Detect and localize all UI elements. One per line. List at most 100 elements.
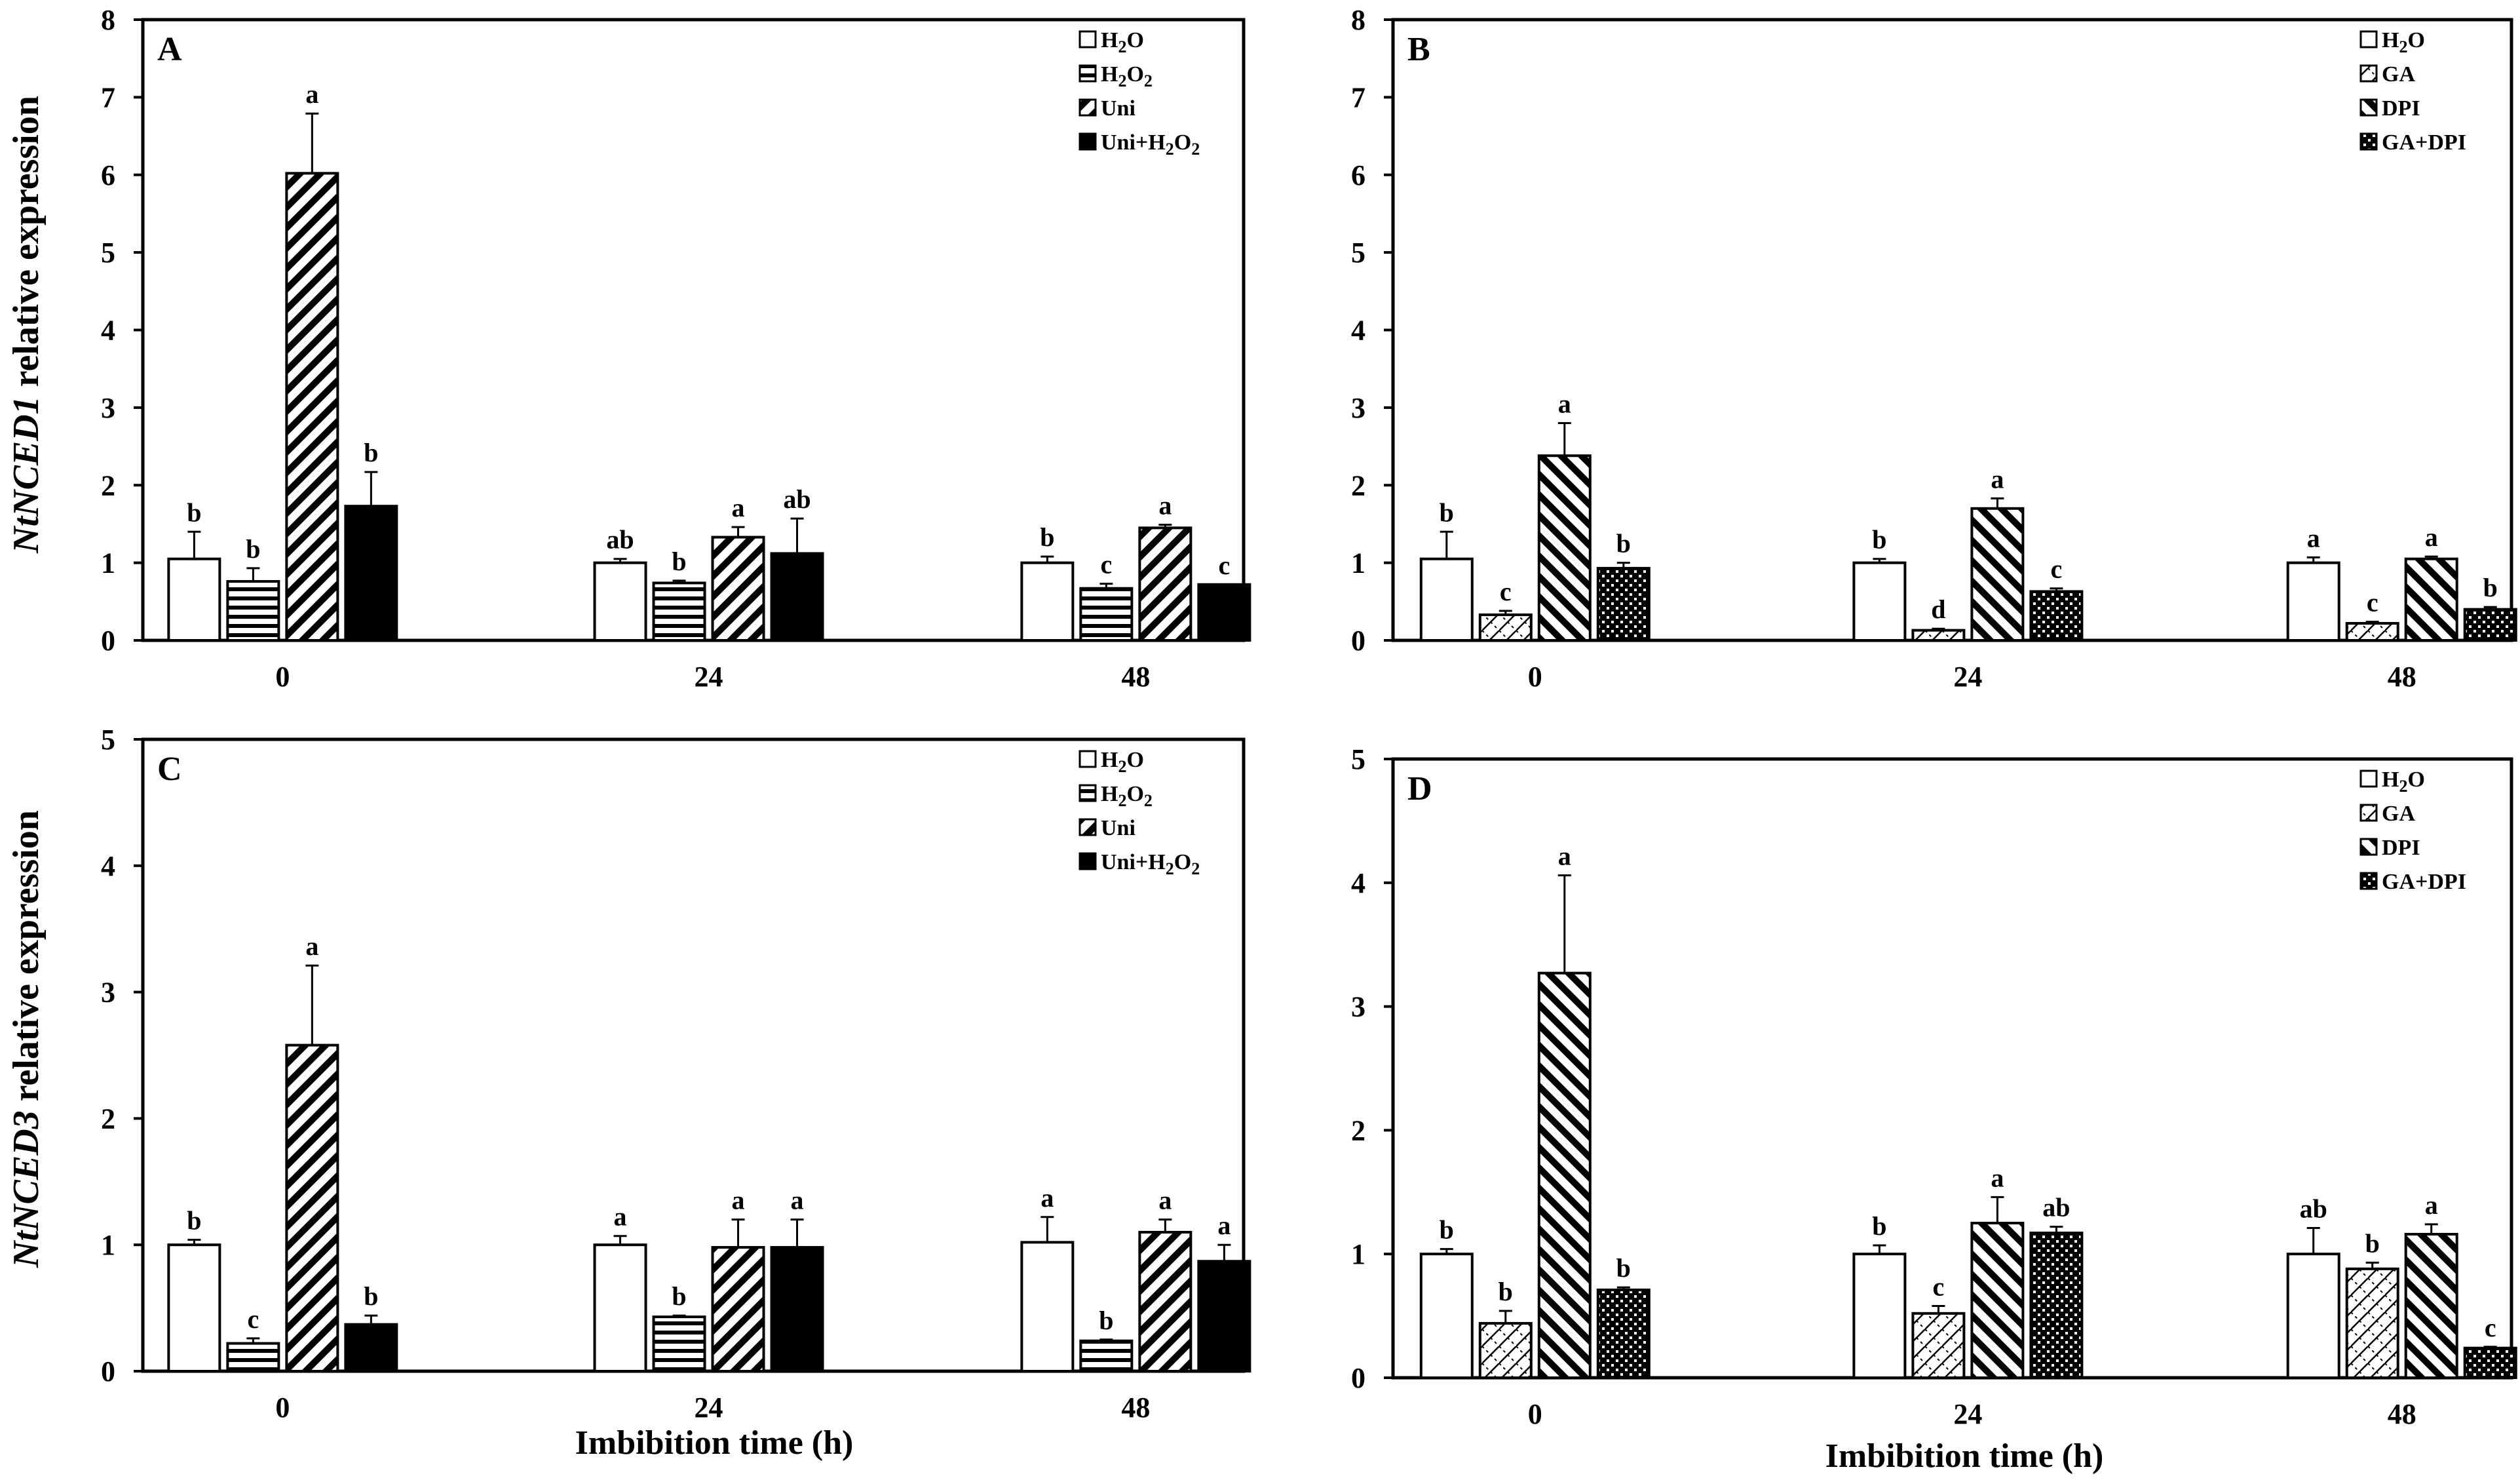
bar [1596,1288,1651,1380]
bar [1852,561,1907,642]
legend-swatch [1079,784,1097,802]
significance-letter: c [2051,555,2063,584]
legend-label-subscript: 2 [1118,791,1126,810]
bar [1138,1230,1193,1373]
legend-label-main: Uni+H [1101,130,1166,155]
y-tick-label: 2 [1351,469,1365,501]
significance-letter: a [305,79,318,109]
legend-label-tail: O [2407,768,2424,792]
legend-label: GA [2382,802,2415,826]
bar [1596,566,1651,642]
significance-letter: b [672,1281,686,1311]
bar [1478,613,1533,642]
significance-letter: a [1558,841,1571,870]
legend-label-subscript: 2 [1166,859,1174,878]
y-tick-label: 4 [1351,867,1365,899]
bar [1138,526,1193,642]
significance-letter: b [2365,1228,2380,1258]
x-axis-label-right: Imbibition time (h) [1825,1437,2104,1475]
significance-letter: a [1558,389,1571,419]
significance-letter: b [2483,573,2498,602]
x-tick-label: 24 [1953,661,1982,693]
legend-swatch [2359,64,2378,83]
bar [2345,1267,2399,1379]
significance-letter: c [1218,551,1230,580]
x-tick-label: 0 [275,661,290,693]
significance-letter: a [2425,522,2438,552]
y-tick-label: 0 [101,1355,115,1388]
y-axis-label-bottom: NtNCED3 relative expression [6,810,47,1268]
legend-label-main: Uni+H [1101,850,1166,874]
bar [2286,1253,2340,1379]
y-tick-label: 8 [101,4,115,36]
y-tick-label: 7 [101,81,115,113]
significance-letter: c [1100,550,1112,579]
significance-letter: a [1040,1183,1054,1213]
x-axis-label-left: Imbibition time (h) [575,1424,854,1462]
y-tick-label: 7 [1351,81,1365,113]
y-tick-label: 6 [101,159,115,191]
significance-letter: a [732,493,745,522]
legend-label-tail: O [1174,850,1191,874]
significance-letter: b [1872,525,1886,555]
legend-label-subscript: 2 [1144,71,1153,90]
bar [167,1243,221,1373]
significance-letter: b [246,534,260,564]
significance-letter: c [1500,577,1512,606]
legend-label-subscript: 2 [2399,37,2407,56]
y-tick-label: 8 [1351,4,1365,36]
legend-label-main: GA+DPI [2382,870,2466,894]
significance-letter: a [614,1202,627,1232]
legend-label-tail: O [1126,62,1143,87]
bar [2029,590,2084,642]
legend: H2O GA DPI GA+DPI [2359,28,2466,155]
legend-label-main: H [2382,28,2399,52]
bar [2345,621,2399,642]
legend-swatch [2359,132,2378,151]
y-axis-gene-name: NtNCED1 [6,396,47,554]
legend-label-tail: O [1126,782,1143,806]
bar [1970,1222,2025,1379]
y-tick-label: 4 [101,315,115,347]
y-tick-label: 4 [101,850,115,882]
significance-letter: a [1217,1211,1231,1240]
legend-swatch [2359,872,2378,890]
significance-letter: b [187,497,201,527]
x-tick-label: 48 [2388,1398,2416,1430]
significance-letter: b [1099,1306,1113,1335]
y-tick-label: 2 [101,469,115,501]
bar [1970,507,2025,642]
legend-swatch [1079,30,1097,49]
legend-label-tail: O [1126,28,1143,52]
legend-label-subscript: 2 [1144,791,1153,810]
bar [2463,1346,2517,1379]
y-tick-label: 4 [1351,315,1365,347]
legend-label-subscript: 2 [1191,859,1200,878]
legend-label-main: H [1101,28,1118,52]
significance-letter: b [1616,1253,1631,1283]
legend-label: Uni [1101,96,1136,121]
bar [593,561,647,642]
bar [1852,1253,1907,1379]
bar [344,1323,398,1373]
y-tick-label: 5 [1351,237,1365,269]
significance-letter: a [1158,491,1172,520]
x-tick-label: 48 [2388,661,2416,693]
bar [1911,1312,1966,1379]
legend-label: H2O2 [1101,62,1153,90]
legend-swatch [2359,838,2378,856]
bar [167,557,221,642]
legend-label-subscript: 2 [2399,777,2407,796]
y-tick-label: 1 [101,1229,115,1261]
bar [652,581,706,642]
bar [226,580,280,642]
significance-letter: b [1616,529,1631,558]
legend-label-main: GA+DPI [2382,130,2466,155]
legend-swatch [1079,132,1097,151]
significance-letter: b [1440,497,1454,527]
y-tick-label: 3 [101,977,115,1009]
x-tick-label: 24 [695,1392,723,1424]
significance-letter: b [1040,522,1054,552]
